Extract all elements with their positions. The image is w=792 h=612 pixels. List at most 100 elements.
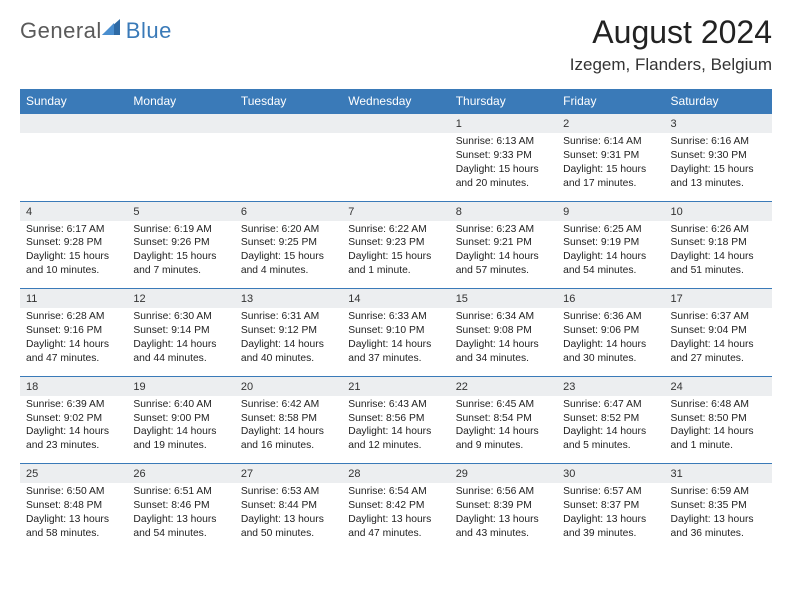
sunrise-text: Sunrise: 6:33 AM	[348, 310, 443, 324]
sunset-text: Sunset: 9:18 PM	[671, 236, 766, 250]
day-detail-cell: Sunrise: 6:50 AMSunset: 8:48 PMDaylight:…	[20, 483, 127, 551]
daylight-text: Daylight: 14 hours and 51 minutes.	[671, 250, 766, 278]
sunset-text: Sunset: 8:37 PM	[563, 499, 658, 513]
daylight-text: Daylight: 14 hours and 12 minutes.	[348, 425, 443, 453]
sunset-text: Sunset: 9:19 PM	[563, 236, 658, 250]
sunrise-text: Sunrise: 6:25 AM	[563, 223, 658, 237]
sunrise-text: Sunrise: 6:48 AM	[671, 398, 766, 412]
logo-sail-icon	[102, 19, 124, 44]
day-detail-cell: Sunrise: 6:34 AMSunset: 9:08 PMDaylight:…	[450, 308, 557, 376]
title-block: August 2024 Izegem, Flanders, Belgium	[570, 14, 772, 75]
sunset-text: Sunset: 8:50 PM	[671, 412, 766, 426]
weekday-header: Sunday	[20, 89, 127, 114]
daylight-text: Daylight: 14 hours and 27 minutes.	[671, 338, 766, 366]
sunset-text: Sunset: 8:56 PM	[348, 412, 443, 426]
day-number-cell	[127, 114, 234, 134]
sunrise-text: Sunrise: 6:28 AM	[26, 310, 121, 324]
day-number-cell: 27	[235, 464, 342, 484]
day-number-cell: 18	[20, 376, 127, 396]
sunset-text: Sunset: 9:10 PM	[348, 324, 443, 338]
sunrise-text: Sunrise: 6:50 AM	[26, 485, 121, 499]
sunset-text: Sunset: 8:52 PM	[563, 412, 658, 426]
sunset-text: Sunset: 9:33 PM	[456, 149, 551, 163]
day-detail-cell	[127, 133, 234, 201]
day-number-row: 45678910	[20, 201, 772, 221]
day-number-cell: 12	[127, 289, 234, 309]
day-detail-cell: Sunrise: 6:20 AMSunset: 9:25 PMDaylight:…	[235, 221, 342, 289]
sunset-text: Sunset: 8:46 PM	[133, 499, 228, 513]
daylight-text: Daylight: 13 hours and 54 minutes.	[133, 513, 228, 541]
day-number-cell: 15	[450, 289, 557, 309]
daylight-text: Daylight: 14 hours and 30 minutes.	[563, 338, 658, 366]
daylight-text: Daylight: 14 hours and 23 minutes.	[26, 425, 121, 453]
day-number-cell: 4	[20, 201, 127, 221]
day-detail-cell	[235, 133, 342, 201]
sunset-text: Sunset: 8:48 PM	[26, 499, 121, 513]
daylight-text: Daylight: 14 hours and 16 minutes.	[241, 425, 336, 453]
day-number-cell	[342, 114, 449, 134]
day-detail-cell: Sunrise: 6:54 AMSunset: 8:42 PMDaylight:…	[342, 483, 449, 551]
day-number-cell: 1	[450, 114, 557, 134]
day-detail-cell: Sunrise: 6:33 AMSunset: 9:10 PMDaylight:…	[342, 308, 449, 376]
sunrise-text: Sunrise: 6:20 AM	[241, 223, 336, 237]
header: General Blue August 2024 Izegem, Flander…	[20, 14, 772, 75]
location-text: Izegem, Flanders, Belgium	[570, 55, 772, 75]
day-detail-cell: Sunrise: 6:59 AMSunset: 8:35 PMDaylight:…	[665, 483, 772, 551]
sunrise-text: Sunrise: 6:16 AM	[671, 135, 766, 149]
sunrise-text: Sunrise: 6:59 AM	[671, 485, 766, 499]
sunset-text: Sunset: 8:44 PM	[241, 499, 336, 513]
sunrise-text: Sunrise: 6:47 AM	[563, 398, 658, 412]
day-number-cell: 9	[557, 201, 664, 221]
logo-text-1: General	[20, 18, 102, 44]
day-detail-cell: Sunrise: 6:16 AMSunset: 9:30 PMDaylight:…	[665, 133, 772, 201]
day-number-cell: 21	[342, 376, 449, 396]
daylight-text: Daylight: 15 hours and 13 minutes.	[671, 163, 766, 191]
weekday-header: Tuesday	[235, 89, 342, 114]
day-detail-cell: Sunrise: 6:43 AMSunset: 8:56 PMDaylight:…	[342, 396, 449, 464]
day-detail-cell: Sunrise: 6:45 AMSunset: 8:54 PMDaylight:…	[450, 396, 557, 464]
day-number-cell: 16	[557, 289, 664, 309]
day-detail-cell: Sunrise: 6:56 AMSunset: 8:39 PMDaylight:…	[450, 483, 557, 551]
weekday-header: Saturday	[665, 89, 772, 114]
sunset-text: Sunset: 9:26 PM	[133, 236, 228, 250]
weekday-header-row: Sunday Monday Tuesday Wednesday Thursday…	[20, 89, 772, 114]
day-number-row: 123	[20, 114, 772, 134]
sunrise-text: Sunrise: 6:53 AM	[241, 485, 336, 499]
sunrise-text: Sunrise: 6:37 AM	[671, 310, 766, 324]
daylight-text: Daylight: 14 hours and 9 minutes.	[456, 425, 551, 453]
logo: General Blue	[20, 14, 172, 44]
sunrise-text: Sunrise: 6:30 AM	[133, 310, 228, 324]
sunset-text: Sunset: 9:16 PM	[26, 324, 121, 338]
daylight-text: Daylight: 15 hours and 1 minute.	[348, 250, 443, 278]
day-detail-cell: Sunrise: 6:28 AMSunset: 9:16 PMDaylight:…	[20, 308, 127, 376]
day-number-cell	[20, 114, 127, 134]
day-detail-cell: Sunrise: 6:47 AMSunset: 8:52 PMDaylight:…	[557, 396, 664, 464]
sunrise-text: Sunrise: 6:39 AM	[26, 398, 121, 412]
weekday-header: Thursday	[450, 89, 557, 114]
day-number-cell: 2	[557, 114, 664, 134]
day-detail-cell: Sunrise: 6:19 AMSunset: 9:26 PMDaylight:…	[127, 221, 234, 289]
sunset-text: Sunset: 9:06 PM	[563, 324, 658, 338]
sunset-text: Sunset: 9:04 PM	[671, 324, 766, 338]
sunrise-text: Sunrise: 6:36 AM	[563, 310, 658, 324]
day-detail-cell: Sunrise: 6:40 AMSunset: 9:00 PMDaylight:…	[127, 396, 234, 464]
sunset-text: Sunset: 9:23 PM	[348, 236, 443, 250]
day-detail-cell	[20, 133, 127, 201]
sunset-text: Sunset: 9:28 PM	[26, 236, 121, 250]
daylight-text: Daylight: 15 hours and 17 minutes.	[563, 163, 658, 191]
day-number-cell: 7	[342, 201, 449, 221]
daylight-text: Daylight: 15 hours and 20 minutes.	[456, 163, 551, 191]
day-detail-cell: Sunrise: 6:39 AMSunset: 9:02 PMDaylight:…	[20, 396, 127, 464]
logo-text-2: Blue	[126, 18, 172, 44]
day-detail-row: Sunrise: 6:17 AMSunset: 9:28 PM Daylight:…	[20, 221, 772, 289]
day-detail-cell: Sunrise: 6:17 AMSunset: 9:28 PMDaylight:…	[20, 221, 127, 289]
daylight-text: Daylight: 13 hours and 47 minutes.	[348, 513, 443, 541]
daylight-text: Daylight: 13 hours and 39 minutes.	[563, 513, 658, 541]
day-detail-cell: Sunrise: 6:36 AMSunset: 9:06 PMDaylight:…	[557, 308, 664, 376]
calendar-table: Sunday Monday Tuesday Wednesday Thursday…	[20, 89, 772, 551]
sunrise-text: Sunrise: 6:51 AM	[133, 485, 228, 499]
daylight-text: Daylight: 15 hours and 4 minutes.	[241, 250, 336, 278]
day-detail-cell: Sunrise: 6:31 AMSunset: 9:12 PMDaylight:…	[235, 308, 342, 376]
day-number-cell: 11	[20, 289, 127, 309]
sunrise-text: Sunrise: 6:17 AM	[26, 223, 121, 237]
